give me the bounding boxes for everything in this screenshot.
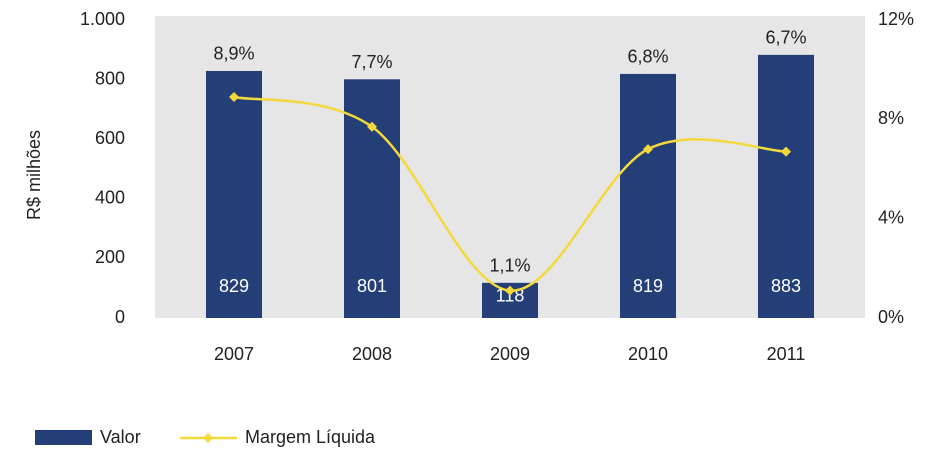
y-tick-label: 400 xyxy=(95,188,125,208)
line-marker xyxy=(781,146,791,157)
bar-value-label: 829 xyxy=(219,276,249,296)
legend-swatch xyxy=(35,430,92,445)
plot-background xyxy=(155,16,865,318)
line-value-label: 6,8% xyxy=(627,47,668,67)
y-tick-label: 1.000 xyxy=(80,9,125,29)
line-value-label: 6,7% xyxy=(765,28,806,48)
x-tick-label: 2008 xyxy=(352,344,392,364)
bar xyxy=(206,70,262,318)
y-tick-label: 600 xyxy=(95,128,125,148)
y2-tick-label: 12% xyxy=(878,9,914,29)
bar-value-label: 819 xyxy=(633,276,663,296)
legend-label: Valor xyxy=(100,427,141,447)
line-marker xyxy=(505,285,515,296)
y-tick-label: 200 xyxy=(95,247,125,267)
bar-value-label: 883 xyxy=(771,276,801,296)
x-tick-label: 2011 xyxy=(767,344,806,364)
bar xyxy=(620,73,676,318)
legend-marker xyxy=(203,433,213,443)
y2-tick-label: 0% xyxy=(878,307,904,327)
legend-label: Margem Líquida xyxy=(245,427,376,447)
y-tick-label: 0 xyxy=(115,307,125,327)
y2-tick-label: 8% xyxy=(878,108,904,128)
x-tick-label: 2007 xyxy=(214,344,254,364)
line-marker xyxy=(367,121,377,132)
x-tick-label: 2009 xyxy=(490,344,530,364)
y-tick-label: 800 xyxy=(95,68,125,88)
line-value-label: 8,9% xyxy=(213,44,254,64)
line-marker xyxy=(643,144,653,155)
y2-tick-label: 4% xyxy=(878,207,904,227)
bar xyxy=(758,54,814,319)
line-value-label: 7,7% xyxy=(351,52,392,72)
bar xyxy=(344,79,400,318)
line-value-label: 1,1% xyxy=(489,256,530,276)
bar-value-label: 801 xyxy=(357,276,387,296)
y-axis-label: R$ milhões xyxy=(24,130,44,220)
x-tick-label: 2010 xyxy=(628,344,668,364)
line-marker xyxy=(229,91,239,102)
